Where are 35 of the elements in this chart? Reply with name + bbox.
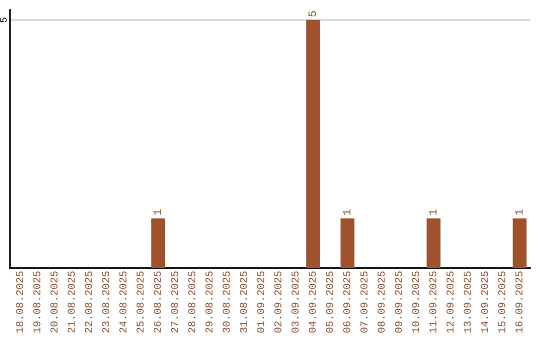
x-tick-label: 06.09.2025 [343,271,350,333]
x-tick-label: 20.08.2025 [50,271,58,333]
x-tick-label: 09.09.2025 [394,271,402,333]
x-tick-label: 13.09.2025 [464,271,471,333]
x-tick-label: 02.09.2025 [274,271,282,333]
x-tick-label: 21.08.2025 [68,271,75,333]
x-tick-label: 25.08.2025 [136,271,144,333]
x-tick-label: 29.08.2025 [205,271,213,333]
x-tick-label: 03.09.2025 [292,271,299,333]
data-label: 1 [343,209,350,215]
x-tick-label: 23.08.2025 [102,271,110,333]
x-tick-label: 14.09.2025 [480,271,488,333]
x-tick-label: 24.08.2025 [119,271,126,333]
data-label: 5 [308,11,316,16]
data-label: 1 [154,209,161,215]
x-tick-label: 27.08.2025 [171,271,178,333]
x-tick-label: 28.08.2025 [188,271,196,333]
x-tick-label: 05.09.2025 [326,271,334,333]
x-tick-label: 19.08.2025 [33,271,40,333]
x-tick-label: 30.08.2025 [222,271,230,333]
x-tick-label: 22.08.2025 [84,271,92,333]
x-tick-label: 01.09.2025 [257,271,264,333]
x-tick-label: 12.09.2025 [446,271,454,333]
x-tick-label: 07.09.2025 [360,271,368,333]
x-tick-label: 11.09.2025 [429,271,436,333]
x-tick-label: 18.08.2025 [16,271,24,333]
x-tick-label: 15.09.2025 [498,271,506,333]
x-tick-label: 04.09.2025 [308,271,316,333]
x-tick-label: 31.08.2025 [240,271,247,333]
data-label: 1 [515,209,523,215]
x-tick-label: 10.09.2025 [412,271,420,333]
x-tick-label: 26.08.2025 [154,271,161,333]
x-tick-label: 08.09.2025 [378,271,385,333]
data-label: 1 [429,209,436,215]
x-tick-label: 16.09.2025 [515,271,522,333]
